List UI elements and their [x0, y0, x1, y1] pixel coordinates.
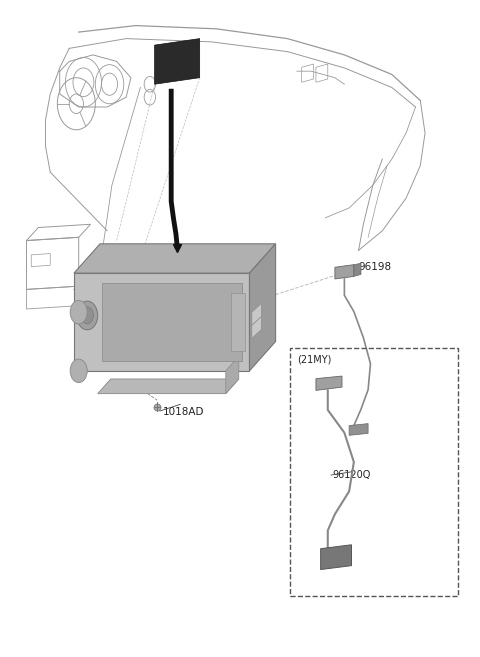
Polygon shape	[230, 292, 245, 351]
Polygon shape	[226, 356, 239, 394]
Polygon shape	[102, 283, 242, 361]
Text: 96198: 96198	[359, 261, 392, 271]
Text: 96120Q: 96120Q	[333, 470, 371, 480]
Polygon shape	[321, 545, 351, 570]
Polygon shape	[252, 304, 261, 325]
Polygon shape	[74, 273, 250, 371]
Polygon shape	[74, 244, 276, 273]
Polygon shape	[316, 376, 342, 390]
Polygon shape	[250, 244, 276, 371]
Text: 96140W: 96140W	[156, 263, 200, 273]
Circle shape	[70, 300, 87, 324]
Text: (21MY): (21MY)	[297, 355, 331, 365]
Circle shape	[77, 301, 97, 330]
Circle shape	[70, 359, 87, 382]
Polygon shape	[155, 39, 200, 84]
Polygon shape	[335, 265, 354, 279]
Polygon shape	[354, 263, 361, 277]
Text: 96140W: 96140W	[179, 260, 222, 270]
Bar	[290, 348, 458, 596]
Polygon shape	[97, 379, 239, 394]
Text: 1018AD: 1018AD	[162, 407, 204, 417]
Circle shape	[81, 307, 94, 324]
Polygon shape	[349, 424, 368, 436]
Polygon shape	[252, 317, 261, 338]
